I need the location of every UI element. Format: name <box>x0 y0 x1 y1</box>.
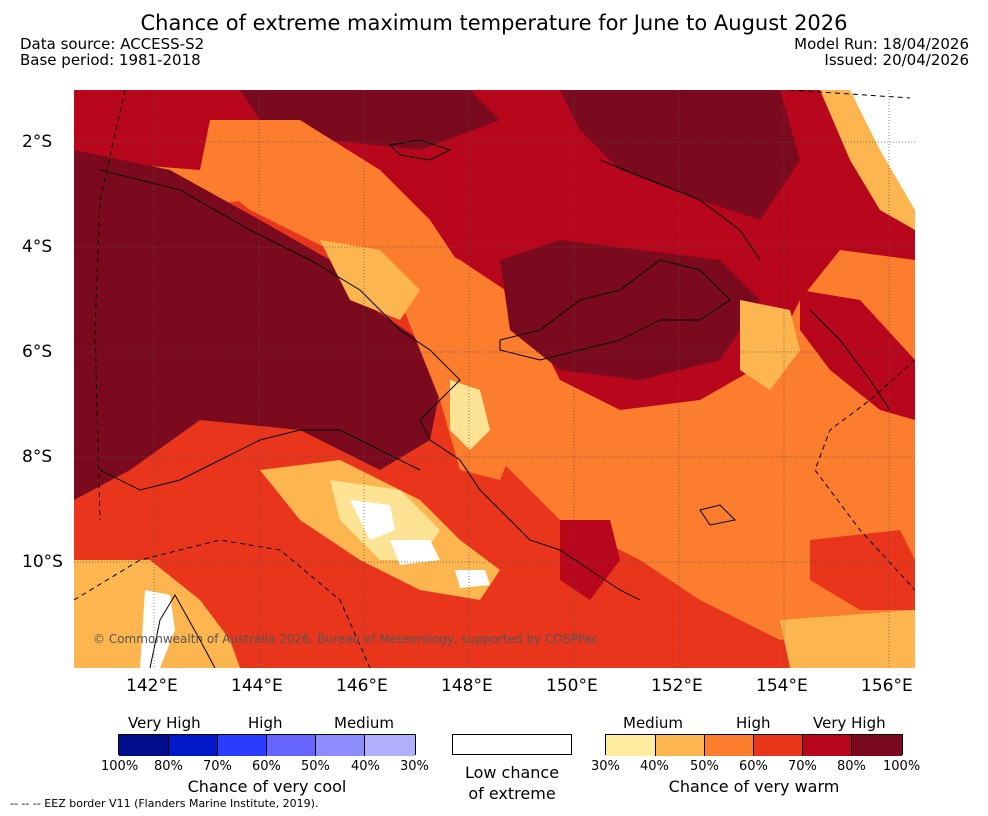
region-50pct-southeast <box>780 610 915 668</box>
region-vh-manus <box>240 90 500 150</box>
lat-label-6s: 6°S <box>22 342 53 362</box>
lon-label-144e: 144°E <box>231 676 283 696</box>
warm-colorbar <box>605 734 903 756</box>
d-entrecasteaux-islands <box>699 504 737 526</box>
cool-swatch-100-80 <box>119 735 169 756</box>
cool-swatch-80-70 <box>169 735 218 756</box>
gridlines <box>74 90 915 668</box>
lon-label-148e: 148°E <box>441 676 493 696</box>
eez-borders <box>74 90 915 668</box>
cool-swatch-60-50 <box>267 735 316 756</box>
cool-tick-60: 60% <box>252 759 281 774</box>
warm-header-medium: Medium <box>623 714 683 732</box>
warm-tick-80: 80% <box>837 759 866 774</box>
region-50pct-coast <box>320 240 420 320</box>
eez-border-west <box>94 90 126 521</box>
cool-tick-70: 70% <box>203 759 232 774</box>
model-run: Model Run: 18/04/2026 <box>794 35 969 53</box>
coastlines <box>99 139 891 668</box>
lon-label-154e: 154°E <box>756 676 808 696</box>
base-period: Base period: 1981-2018 <box>20 51 201 69</box>
eez-border-note: -- -- -- EEZ border V11 (Flanders Marine… <box>10 797 319 810</box>
region-vh-new-ireland <box>560 90 800 220</box>
cool-tick-100: 100% <box>101 759 139 774</box>
region-80pct-solomons <box>800 290 915 420</box>
cool-swatch-70-60 <box>218 735 267 756</box>
cool-tick-30: 30% <box>400 759 429 774</box>
new-britain-coast <box>499 259 731 361</box>
warm-tick-60: 60% <box>739 759 768 774</box>
probability-field <box>74 90 915 668</box>
warm-swatch-50-60 <box>705 735 754 756</box>
lat-label-2s: 2°S <box>22 132 53 152</box>
warm-swatch-30-40 <box>606 735 656 756</box>
cool-header-very-high: Very High <box>128 714 201 732</box>
warm-tick-100: 100% <box>883 759 921 774</box>
lat-label-10s: 10°S <box>22 552 63 572</box>
region-vh-new-britain <box>500 240 760 380</box>
lon-label-142e: 142°E <box>126 676 178 696</box>
warm-tick-50: 50% <box>690 759 719 774</box>
cool-colorbar <box>118 734 416 756</box>
lat-label-8s: 8°S <box>22 447 53 467</box>
region-low-chance-3 <box>455 570 490 588</box>
region-low-chance-northeast <box>850 90 915 210</box>
issued-date: Issued: 20/04/2026 <box>824 51 969 69</box>
lat-label-4s: 4°S <box>22 237 53 257</box>
warm-swatch-70-80 <box>803 735 852 756</box>
manus-coast <box>388 139 452 161</box>
region-vh-new-guinea <box>74 150 440 500</box>
region-50pct-bougainville-east <box>740 300 800 390</box>
cool-tick-50: 50% <box>301 759 330 774</box>
copyright-notice: © Commonwealth of Australia 2026, Bureau… <box>93 632 599 646</box>
region-low-chance-2 <box>390 540 440 565</box>
map-title: Chance of extreme maximum temperature fo… <box>140 11 848 35</box>
cool-tick-40: 40% <box>351 759 380 774</box>
low-chance-caption-line2: of extreme <box>468 784 556 803</box>
data-source: Data source: ACCESS-S2 <box>20 35 205 53</box>
warm-swatch-60-70 <box>754 735 803 756</box>
lon-label-150e: 150°E <box>546 676 598 696</box>
warm-tick-70: 70% <box>788 759 817 774</box>
cool-swatch-50-40 <box>316 735 365 756</box>
warm-swatch-40-50 <box>656 735 705 756</box>
warm-swatch-80-100 <box>852 735 902 756</box>
warm-tick-30: 30% <box>591 759 620 774</box>
region-low-chance-1 <box>350 500 395 540</box>
eez-border-northeast <box>789 90 911 99</box>
low-chance-swatch <box>452 734 572 755</box>
cool-header-high: High <box>248 714 283 732</box>
warm-header-high: High <box>736 714 771 732</box>
warm-tick-40: 40% <box>640 759 669 774</box>
cool-header-medium: Medium <box>334 714 394 732</box>
new-guinea-coast <box>99 169 641 601</box>
lon-label-152e: 152°E <box>651 676 703 696</box>
region-60pct-corridor <box>200 120 520 480</box>
lon-label-156e: 156°E <box>861 676 913 696</box>
cape-york-coast <box>149 594 216 668</box>
warm-header-very-high: Very High <box>813 714 886 732</box>
south-coast <box>99 429 421 491</box>
region-40pct-gulf <box>450 380 490 450</box>
cool-tick-80: 80% <box>154 759 183 774</box>
bougainville-coast <box>809 309 891 411</box>
warm-caption: Chance of very warm <box>668 777 840 796</box>
new-ireland-coast <box>599 159 761 261</box>
cool-caption: Chance of very cool <box>187 777 347 796</box>
low-chance-caption-line1: Low chance <box>464 763 560 782</box>
cool-swatch-40-30 <box>365 735 415 756</box>
lon-label-146e: 146°E <box>336 676 388 696</box>
eez-border-southwest <box>74 539 371 668</box>
